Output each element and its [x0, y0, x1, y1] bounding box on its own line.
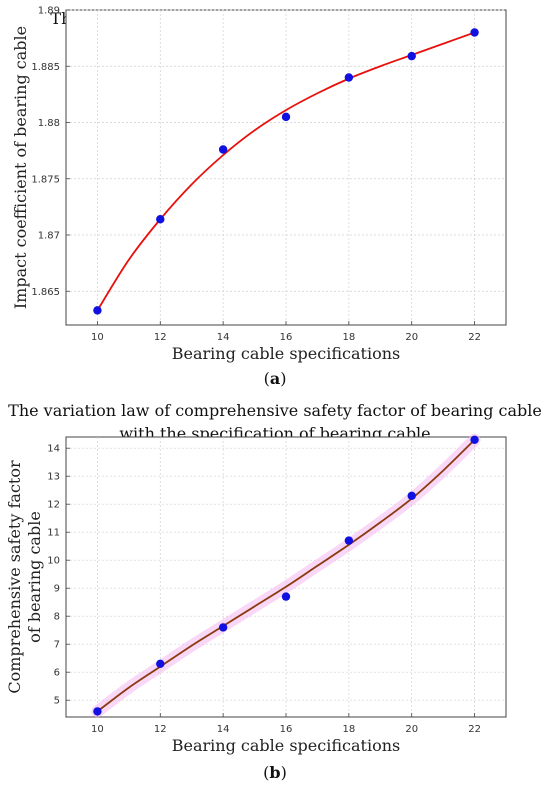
data-point	[218, 623, 228, 632]
y-tick-label: 8	[54, 612, 60, 623]
y-tick-label: 1.865	[31, 287, 60, 298]
x-tick-label: 16	[280, 724, 293, 735]
x-tick-label: 18	[342, 332, 355, 343]
x-tick-label: 14	[217, 724, 230, 735]
x-tick-label: 12	[154, 724, 167, 735]
y-tick-label: 12	[47, 500, 60, 511]
chart-a: The variation law of impact coefficient …	[11, 6, 507, 388]
data-point	[407, 491, 416, 500]
data-point	[218, 145, 228, 154]
data-point	[344, 536, 354, 545]
panel-label: (b)	[263, 763, 287, 782]
data-point	[93, 707, 102, 716]
y-tick-label: 1.885	[31, 62, 60, 73]
y-axis-label-line: of bearing cable	[25, 511, 44, 643]
x-tick-label: 20	[405, 332, 418, 343]
x-tick-label: 16	[280, 332, 293, 343]
y-axis-label: Impact coefficient of bearing cable	[11, 26, 30, 309]
x-tick-label: 22	[468, 332, 481, 343]
x-axis-label: Bearing cable specifications	[172, 344, 400, 363]
x-axis-label: Bearing cable specifications	[172, 736, 400, 755]
x-tick-label: 14	[217, 332, 230, 343]
y-tick-label: 7	[54, 640, 60, 651]
y-tick-label: 10	[47, 556, 60, 567]
x-tick-label: 10	[91, 724, 104, 735]
chart-b: The variation law of comprehensive safet…	[5, 401, 542, 782]
y-tick-label: 1.875	[31, 174, 60, 185]
y-tick-label: 1.87	[38, 231, 60, 242]
data-point	[93, 306, 102, 315]
data-point	[344, 73, 354, 82]
data-point	[281, 592, 291, 601]
y-tick-label: 5	[54, 696, 60, 707]
data-point	[156, 215, 165, 224]
y-tick-label: 14	[47, 444, 60, 455]
y-tick-label: 1.88	[38, 118, 60, 129]
data-point	[407, 51, 416, 61]
y-axis-label-line: Comprehensive safety factor	[5, 460, 24, 694]
x-tick-label: 12	[154, 332, 167, 343]
data-point	[156, 659, 165, 668]
x-tick-label: 10	[91, 332, 104, 343]
y-tick-label: 9	[54, 584, 60, 595]
panel-letter: b	[269, 763, 280, 782]
y-tick-label: 13	[47, 472, 60, 483]
data-point	[281, 112, 291, 122]
panel-letter: a	[270, 369, 280, 388]
x-tick-label: 22	[468, 724, 481, 735]
x-tick-label: 20	[405, 724, 418, 735]
y-tick-label: 6	[54, 668, 60, 679]
x-tick-label: 18	[342, 724, 355, 735]
data-point	[470, 28, 479, 37]
panel-label: (a)	[264, 369, 287, 388]
y-tick-label: 11	[47, 528, 60, 539]
chart-title-line: The variation law of comprehensive safet…	[8, 401, 542, 420]
y-tick-label: 1.89	[38, 6, 60, 17]
data-point	[470, 435, 479, 444]
